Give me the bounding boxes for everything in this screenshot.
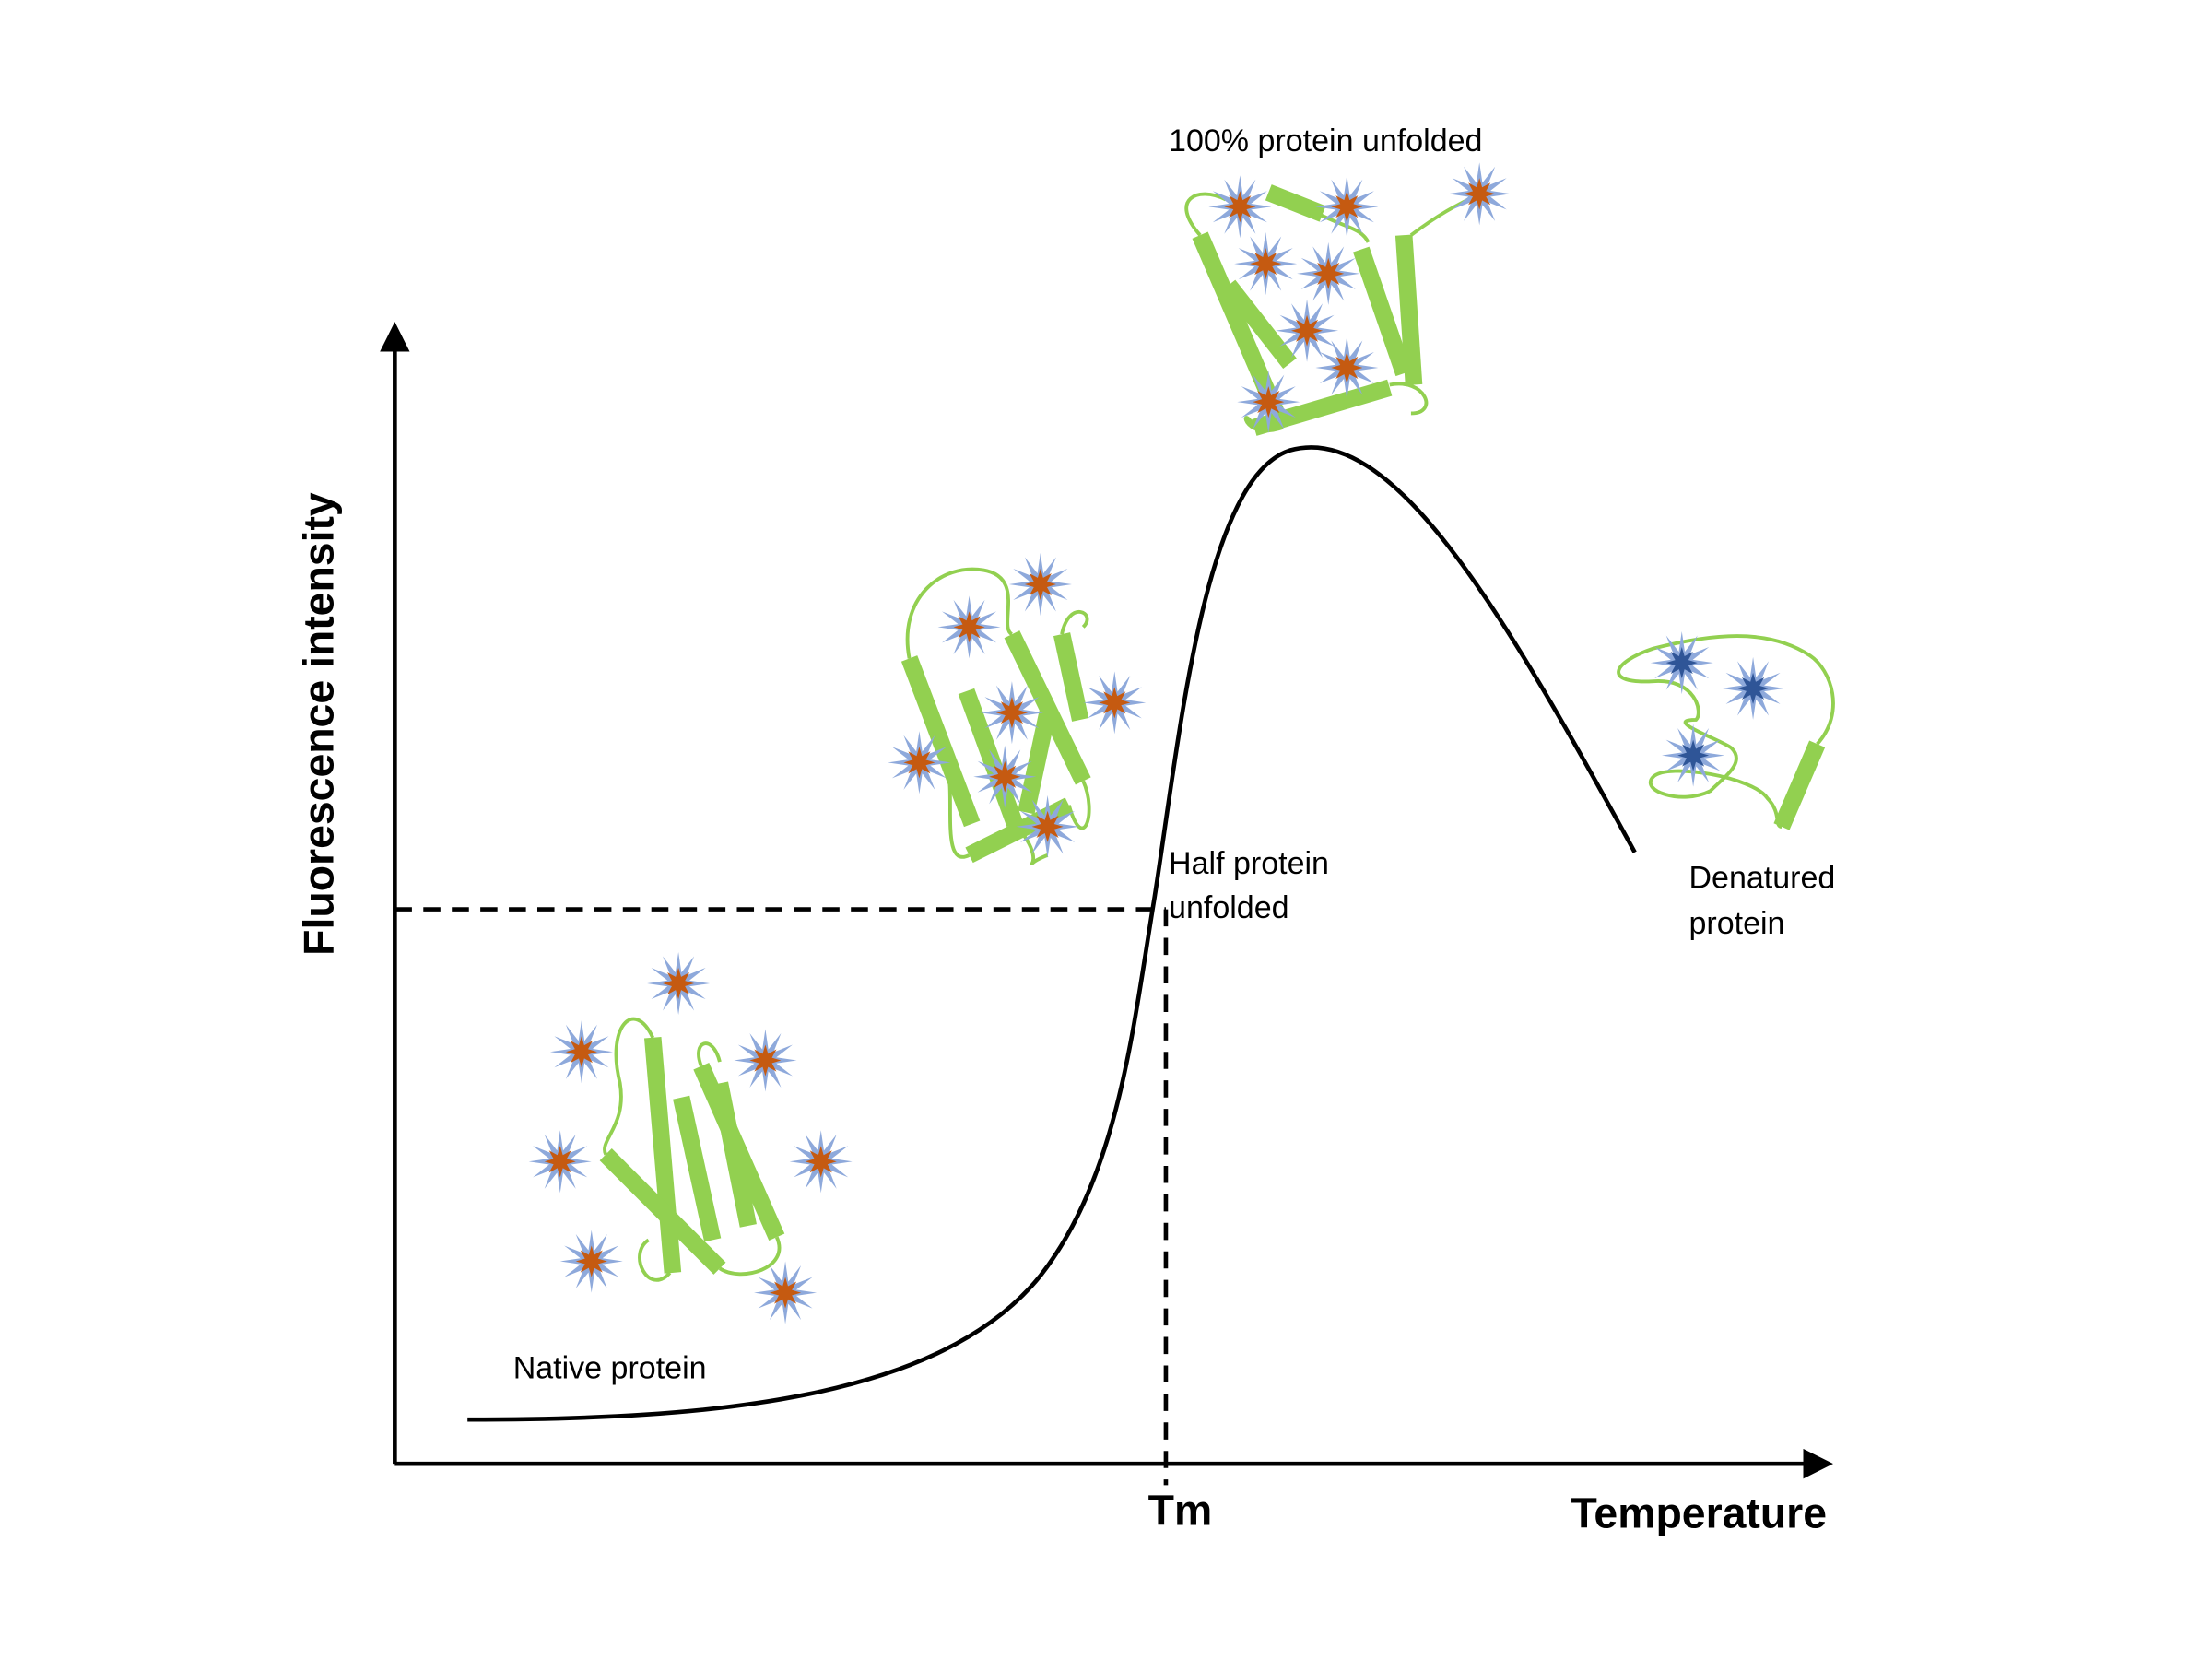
- half-label-line: Half protein: [1169, 846, 1329, 881]
- dye-star: [1650, 631, 1713, 695]
- helix: [1394, 234, 1423, 386]
- dye-group: [1650, 631, 1785, 787]
- denatured-label-line: protein: [1688, 906, 1784, 941]
- helix: [958, 688, 1023, 828]
- dye-star: [549, 1020, 613, 1084]
- dye-star: [734, 1029, 797, 1092]
- helix: [711, 1081, 757, 1228]
- helix: [1353, 246, 1412, 377]
- half-label: Half protein unfolded: [1169, 846, 1337, 925]
- helix: [1053, 632, 1089, 722]
- dye-star: [1722, 656, 1785, 720]
- helix: [644, 1036, 682, 1274]
- dye-star: [1234, 232, 1298, 296]
- denatured-protein: [1617, 631, 1835, 830]
- loop: [603, 1017, 782, 1282]
- helix: [599, 1148, 726, 1275]
- helix: [1773, 740, 1826, 830]
- dye-star: [789, 1130, 853, 1194]
- dye-star: [528, 1130, 592, 1194]
- tm-label: Tm: [1148, 1487, 1213, 1535]
- helix: [1018, 711, 1056, 815]
- dye-star: [937, 595, 1001, 659]
- dye-star: [559, 1230, 623, 1293]
- loop: [1184, 192, 1481, 433]
- helix: [1252, 379, 1393, 436]
- helix: [1265, 184, 1326, 222]
- dye-star: [1008, 553, 1072, 617]
- dye-star: [1448, 162, 1512, 226]
- helix: [1221, 279, 1297, 370]
- dye-star: [1315, 175, 1379, 239]
- melt-curve: [467, 445, 1637, 1422]
- dye-star: [1083, 671, 1147, 735]
- full-protein: [1184, 162, 1512, 436]
- helix: [673, 1095, 722, 1242]
- denatured-label: Denatured protein: [1688, 860, 1843, 940]
- dye-star: [647, 951, 711, 1016]
- helix: [900, 655, 981, 828]
- native-protein: [528, 951, 853, 1324]
- dye-star: [1208, 175, 1272, 239]
- y-axis-label: Fluorescence intensity: [295, 492, 343, 956]
- native-label: Native protein: [513, 1350, 707, 1385]
- x-axis-label: Temperature: [1571, 1489, 1827, 1537]
- dye-star: [1297, 241, 1360, 305]
- half-label-line: unfolded: [1169, 890, 1289, 925]
- helix: [1004, 630, 1091, 785]
- denatured-label-line: Denatured: [1688, 860, 1835, 895]
- dye-star: [1662, 724, 1725, 787]
- loop: [905, 567, 1091, 865]
- half-protein: [888, 553, 1147, 865]
- loop: [1617, 634, 1835, 829]
- full-label: 100% protein unfolded: [1169, 124, 1482, 159]
